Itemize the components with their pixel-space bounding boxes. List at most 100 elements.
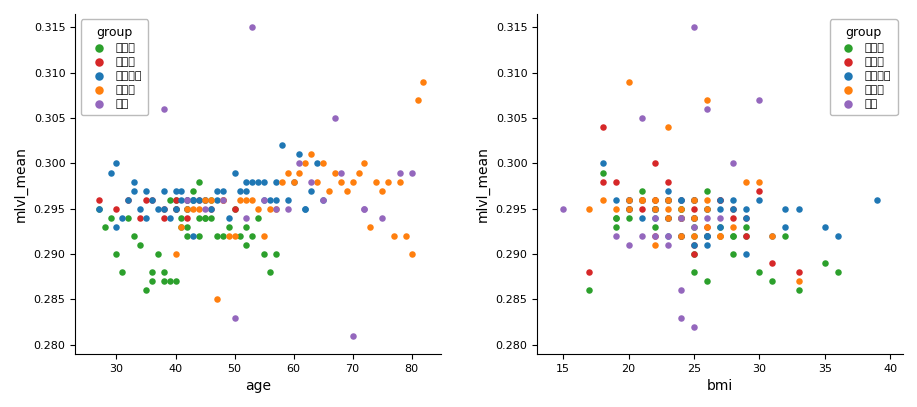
고지혈증 (127, 178, 141, 185)
건강인 (138, 287, 153, 293)
대장암 (608, 206, 623, 212)
건강인 (647, 197, 662, 203)
Legend: 건강인, 유방암, 고지혈증, 대장암, 위암: 건강인, 유방암, 고지혈증, 대장암, 위암 (830, 20, 898, 115)
대장암 (674, 233, 689, 239)
유방암 (647, 233, 662, 239)
대장암 (635, 197, 649, 203)
고지혈증 (180, 206, 194, 212)
유방암 (109, 206, 124, 212)
대장암 (387, 233, 402, 239)
건강인 (162, 278, 177, 284)
대장암 (700, 206, 714, 212)
대장암 (674, 206, 689, 212)
건강인 (221, 224, 236, 230)
건강인 (700, 206, 714, 212)
건강인 (227, 206, 242, 212)
건강인 (817, 260, 832, 267)
고지혈증 (168, 206, 182, 212)
건강인 (109, 251, 124, 257)
유방암 (713, 197, 727, 203)
유방암 (674, 233, 689, 239)
위암 (327, 115, 342, 121)
건강인 (168, 206, 182, 212)
고지혈증 (209, 187, 224, 194)
건강인 (180, 233, 194, 239)
건강인 (174, 224, 189, 230)
건강인 (791, 287, 806, 293)
대장암 (647, 206, 662, 212)
고지혈증 (869, 197, 884, 203)
건강인 (133, 242, 148, 248)
대장암 (398, 233, 413, 239)
고지혈증 (674, 197, 689, 203)
고지혈증 (121, 197, 136, 203)
유방암 (700, 224, 714, 230)
건강인 (635, 197, 649, 203)
고지혈증 (198, 197, 213, 203)
위암 (346, 333, 360, 339)
유방암 (157, 214, 171, 221)
대장암 (198, 197, 213, 203)
건강인 (168, 278, 182, 284)
대장암 (257, 233, 271, 239)
위암 (622, 242, 636, 248)
대장암 (622, 197, 636, 203)
고지혈증 (700, 233, 714, 239)
유방암 (739, 214, 754, 221)
고지혈증 (660, 187, 675, 194)
건강인 (192, 178, 206, 185)
고지혈증 (674, 197, 689, 203)
건강인 (687, 233, 702, 239)
건강인 (204, 214, 218, 221)
건강인 (687, 197, 702, 203)
고지혈증 (298, 206, 313, 212)
고지혈증 (647, 206, 662, 212)
고지혈증 (115, 214, 129, 221)
고지혈증 (293, 151, 307, 158)
유방암 (687, 197, 702, 203)
고지혈증 (150, 206, 165, 212)
대장암 (582, 206, 597, 212)
고지혈증 (817, 224, 832, 230)
고지혈증 (239, 178, 254, 185)
고지혈증 (687, 214, 702, 221)
고지혈증 (127, 187, 141, 194)
건강인 (700, 187, 714, 194)
건강인 (622, 214, 636, 221)
고지혈증 (635, 197, 649, 203)
건강인 (115, 269, 129, 276)
건강인 (198, 214, 213, 221)
고지혈증 (779, 206, 793, 212)
대장암 (363, 224, 378, 230)
대장암 (660, 214, 675, 221)
대장암 (700, 224, 714, 230)
건강인 (595, 169, 610, 176)
유방암 (713, 197, 727, 203)
건강인 (700, 233, 714, 239)
대장암 (209, 296, 224, 303)
위암 (687, 224, 702, 230)
건강인 (739, 224, 754, 230)
고지혈증 (687, 197, 702, 203)
대장암 (647, 242, 662, 248)
대장암 (647, 197, 662, 203)
유방암 (622, 206, 636, 212)
유방암 (157, 206, 171, 212)
고지혈증 (752, 197, 767, 203)
유방암 (687, 206, 702, 212)
건강인 (121, 214, 136, 221)
건강인 (150, 251, 165, 257)
대장암 (357, 160, 371, 167)
위암 (726, 160, 741, 167)
위암 (556, 206, 570, 212)
위암 (674, 314, 689, 321)
고지혈증 (700, 242, 714, 248)
위암 (635, 233, 649, 239)
고지혈증 (186, 197, 201, 203)
건강인 (674, 206, 689, 212)
유방암 (687, 242, 702, 248)
대장암 (322, 187, 337, 194)
고지혈증 (713, 224, 727, 230)
위암 (215, 197, 230, 203)
유방암 (180, 197, 194, 203)
